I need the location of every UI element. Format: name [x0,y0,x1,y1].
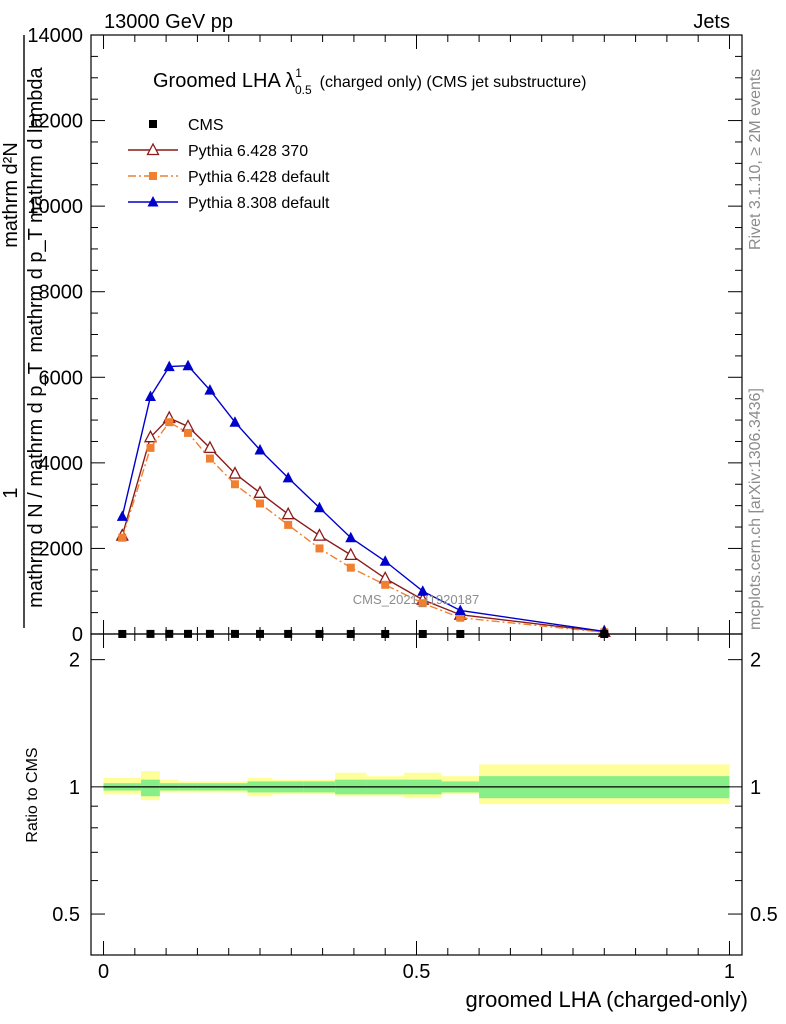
data-point-pythia-6-428-default [184,428,193,437]
x-tick-label: 0.5 [403,961,431,983]
y-tick-label: 12000 [27,111,83,133]
data-point-pythia-6-428-370 [253,485,267,498]
data-point-pythia-6-428-default [381,580,390,589]
data-point-pythia-8-308-default [144,390,156,402]
ratio-y-tick-label-right: 0.5 [750,904,778,926]
data-point-pythia-6-428-default [284,520,293,529]
data-point-pythia-6-428-default [315,544,324,553]
y-axis-label: 1 mathrm d N / mathrm d p_T mathrm d²N m… [0,35,47,628]
legend: CMS Pythia 6.428 370 Pythia 6.428 default P… [128,117,330,212]
legend-label-cms: CMS [188,117,224,134]
legend-label-pythia-6-428-370: Pythia 6.428 370 [188,143,308,160]
y-label-inner-numerator: mathrm d²N [0,142,22,248]
legend-marker-pythia-6-428-370 [146,142,160,156]
energy-label: 13000 GeV pp [104,11,233,33]
legend-label-pythia-6-428-default: Pythia 6.428 default [188,169,330,186]
ratio-y-tick-label-left: 1 [69,777,80,799]
data-point-pythia-6-428-default [418,599,427,608]
legend-label-pythia-8-308-default: Pythia 8.308 default [188,195,330,212]
data-point-pythia-8-308-default [417,585,429,596]
x-axis-label: groomed LHA (charged-only) [466,987,748,1012]
ratio-panel: 0.5 0.5 1 1 2 2 [52,633,778,956]
data-point-pythia-6-428-default [165,418,174,427]
data-point-pythia-6-428-default [456,613,465,622]
ratio-y-tick-label-left: 2 [69,650,80,672]
legend-marker-cms [149,120,157,128]
y-label-inner-denominator: mathrm d p_T mathrm d lambda [25,66,47,352]
data-point-pythia-6-428-default [346,563,355,572]
y-tick-label: 8000 [39,282,84,304]
data-point-pythia-6-428-default [118,533,127,542]
ratio-y-tick-label-right: 1 [750,777,761,799]
data-point-pythia-6-428-default [205,454,214,463]
ratio-bands [103,764,730,805]
y-label-outer-denominator: mathrm d N / mathrm d p_T [25,362,47,608]
plot-title-symbol: λ [285,70,295,92]
y-tick-label: 14000 [27,25,83,47]
plot-title-suffix: (charged only) (CMS jet substructure) [320,74,587,91]
main-axis-ticks: 0 2000 4000 6000 8000 10000 12000 14000 [27,25,742,646]
y-tick-label: 10000 [27,196,83,218]
data-point-pythia-6-428-370 [143,429,158,443]
legend-marker-pythia-6-428-default [149,172,157,180]
y-label-outer-numerator: 1 [0,487,22,498]
data-point-pythia-8-308-default [454,604,466,615]
watermark: CMS_2021_I1920187 [353,592,480,607]
data-point-pythia-8-308-default [379,555,391,566]
plot-title-sub: 0.5 [295,83,312,97]
data-point-pythia-6-428-370 [228,466,242,479]
ratio-band-inner [141,779,160,797]
ratio-y-tick-label-left: 0.5 [52,904,80,926]
rivet-label: Rivet 3.1.10, ≥ 2M events [747,69,764,250]
series-line-pythia-8-308-default [121,365,605,633]
plot-title-sup: 1 [295,66,302,80]
y-tick-label: 6000 [39,367,84,389]
y-tick-label: 2000 [39,538,84,560]
ratio-ylabel: Ratio to CMS [24,747,41,842]
plot-title-prefix: Groomed LHA [153,70,285,92]
data-point-pythia-6-428-default [256,499,265,508]
data-point-pythia-6-428-370 [281,506,295,520]
category-label: Jets [693,11,730,33]
legend-marker-pythia-8-308-default [147,196,159,207]
data-point-pythia-8-308-default [313,501,325,513]
y-tick-label: 4000 [39,453,84,475]
mcplots-label: mcplots.cern.ch [arXiv:1306.3436] [747,388,764,630]
data-point-pythia-6-428-370 [344,547,358,560]
x-axis-ticks: 0 0.5 1 [98,35,735,983]
data-point-pythia-6-428-370 [312,528,327,541]
data-point-pythia-6-428-370 [203,440,217,454]
ratio-axis-ticks: 0.5 0.5 1 1 2 2 [52,650,778,956]
data-point-pythia-6-428-default [230,480,239,489]
data-point-pythia-8-308-default [229,416,241,427]
data-point-pythia-8-308-default [282,471,294,483]
x-tick-label: 0 [98,961,109,983]
data-point-pythia-8-308-default [163,360,175,372]
ratio-y-tick-label-right: 2 [750,650,761,672]
data-point-pythia-8-308-default [254,444,266,455]
x-tick-label: 1 [724,961,735,983]
data-point-pythia-8-308-default [182,359,194,371]
main-panel: 0 2000 4000 6000 8000 10000 12000 14000 [27,25,743,646]
data-point-pythia-8-308-default [204,384,216,395]
y-tick-label: 0 [72,624,83,646]
data-point-pythia-8-308-default [345,531,357,543]
data-point-pythia-6-428-default [146,443,155,452]
data-point-pythia-8-308-default [116,510,128,521]
plot-title: Groomed LHA λ1 0.5 (charged only) (CMS jet… [153,66,586,97]
